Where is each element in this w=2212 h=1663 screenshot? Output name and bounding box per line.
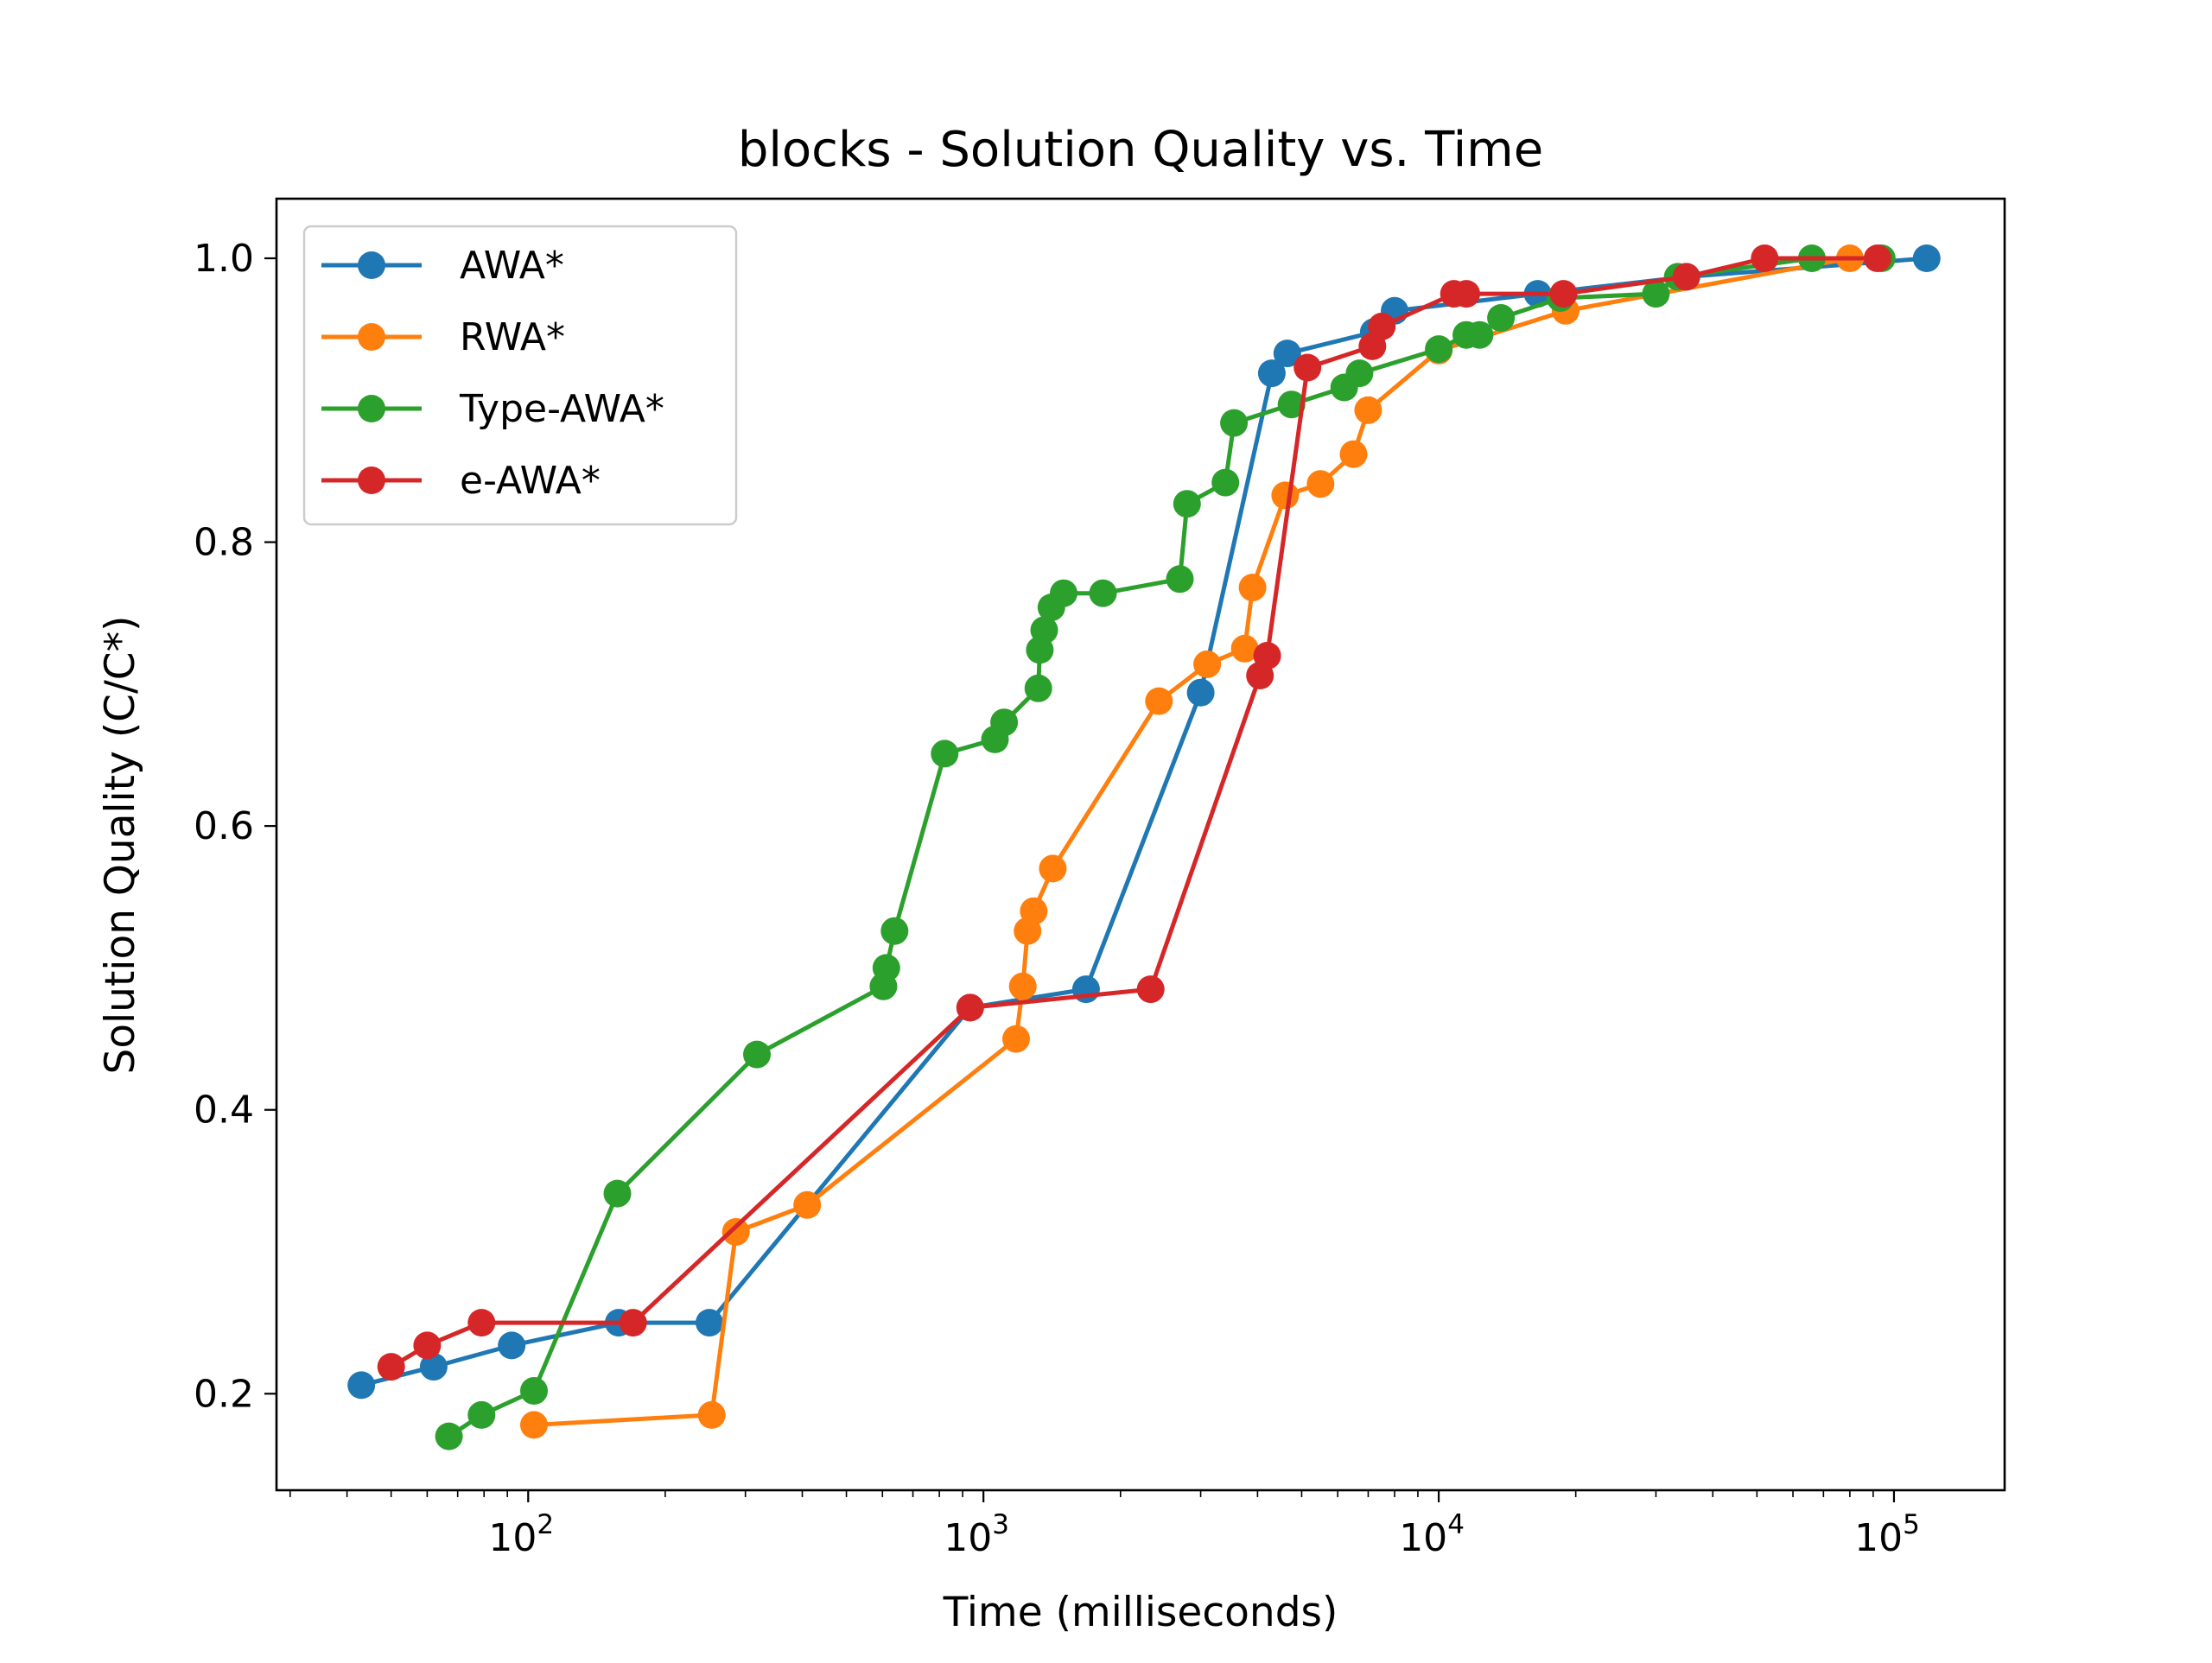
data-point — [1230, 634, 1259, 663]
y-tick-label: 0.2 — [194, 1372, 254, 1416]
y-tick-label: 0.8 — [194, 521, 254, 565]
data-point — [498, 1331, 526, 1360]
y-tick-label: 0.6 — [194, 804, 254, 848]
legend-marker — [358, 467, 385, 494]
data-point — [619, 1309, 647, 1337]
plot-series — [347, 244, 1941, 1450]
series-e-awa — [377, 244, 1891, 1381]
data-point — [1452, 280, 1480, 308]
data-point — [1912, 244, 1941, 272]
data-point — [1368, 312, 1396, 340]
legend-item: Type-AWA* — [321, 387, 664, 431]
data-point — [697, 1400, 726, 1429]
data-point — [1672, 263, 1700, 291]
data-point — [1549, 280, 1578, 308]
y-axis-label: Solution Quality (C/C*) — [97, 616, 144, 1075]
data-point — [931, 739, 959, 768]
data-point — [1186, 678, 1215, 707]
data-point — [419, 1353, 448, 1381]
data-point — [1024, 674, 1052, 702]
x-tick-label: 104 — [1399, 1509, 1465, 1560]
x-tick-label: 105 — [1854, 1509, 1920, 1560]
data-point — [1238, 574, 1267, 602]
data-point — [696, 1309, 723, 1337]
data-point — [1030, 616, 1058, 644]
data-point — [1136, 975, 1165, 1004]
data-point — [1306, 470, 1335, 498]
data-point — [1211, 468, 1240, 497]
data-point — [1642, 280, 1670, 308]
data-point — [1002, 1025, 1030, 1053]
data-point — [1257, 359, 1286, 388]
data-point — [1193, 650, 1222, 678]
data-point — [467, 1309, 496, 1337]
data-point — [1751, 244, 1779, 272]
y-tick-label: 1.0 — [194, 237, 254, 281]
legend-item: RWA* — [321, 315, 565, 359]
data-point — [990, 708, 1019, 737]
legend-item: AWA* — [321, 244, 564, 288]
legend-marker — [358, 323, 385, 351]
data-point — [1173, 490, 1201, 518]
data-point — [1863, 244, 1891, 272]
data-point — [520, 1411, 548, 1439]
data-point — [1020, 897, 1048, 925]
data-point — [872, 954, 900, 982]
data-point — [413, 1331, 442, 1360]
data-point — [1039, 854, 1067, 883]
data-point — [743, 1040, 771, 1069]
data-point — [1294, 353, 1322, 382]
data-point — [1277, 390, 1306, 419]
legend: AWA* RWA* Type-AWA* e-AWA* — [302, 225, 738, 526]
legend-item: e-AWA* — [321, 459, 601, 503]
y-tick-label: 0.4 — [194, 1089, 254, 1133]
data-point — [880, 917, 909, 945]
data-point — [1050, 579, 1077, 607]
data-point — [1089, 579, 1117, 607]
data-point — [1487, 304, 1516, 332]
data-point — [520, 1377, 548, 1405]
data-point — [347, 1371, 376, 1400]
plot-frame — [275, 197, 2006, 1492]
data-point — [1345, 359, 1374, 388]
data-point — [435, 1422, 463, 1450]
data-point — [1339, 440, 1368, 468]
data-point — [1008, 972, 1037, 1000]
data-point — [1465, 321, 1494, 349]
legend-label: AWA* — [460, 244, 564, 288]
data-point — [1354, 396, 1382, 424]
data-point — [1166, 565, 1194, 593]
data-point — [1425, 335, 1453, 364]
data-point — [1253, 642, 1281, 670]
axis-ticks: 102 103 104 105 0.2 0.4 0.6 0.8 1.0 — [194, 237, 1920, 1560]
data-point — [1145, 687, 1173, 715]
data-point — [721, 1218, 750, 1246]
legend-label: Type-AWA* — [459, 387, 664, 431]
legend-marker — [358, 251, 385, 279]
legend-label: RWA* — [460, 315, 565, 359]
data-point — [1273, 340, 1301, 368]
legend-label: e-AWA* — [460, 459, 601, 503]
data-point — [467, 1400, 496, 1429]
legend-box — [302, 225, 738, 526]
data-point — [793, 1190, 822, 1219]
data-point — [1220, 409, 1249, 437]
data-point — [1271, 481, 1300, 510]
x-tick-label: 103 — [944, 1509, 1009, 1560]
data-point — [603, 1179, 632, 1208]
series-type-awa — [435, 244, 1896, 1450]
chart-title: blocks - Solution Quality vs. Time — [738, 122, 1543, 178]
legend-items: AWA* RWA* Type-AWA* e-AWA* — [321, 244, 664, 503]
data-point — [956, 993, 984, 1022]
x-tick-label: 102 — [488, 1509, 554, 1560]
x-axis-label: Time (milliseconds) — [943, 1589, 1338, 1636]
data-point — [377, 1353, 405, 1381]
legend-marker — [358, 395, 385, 422]
